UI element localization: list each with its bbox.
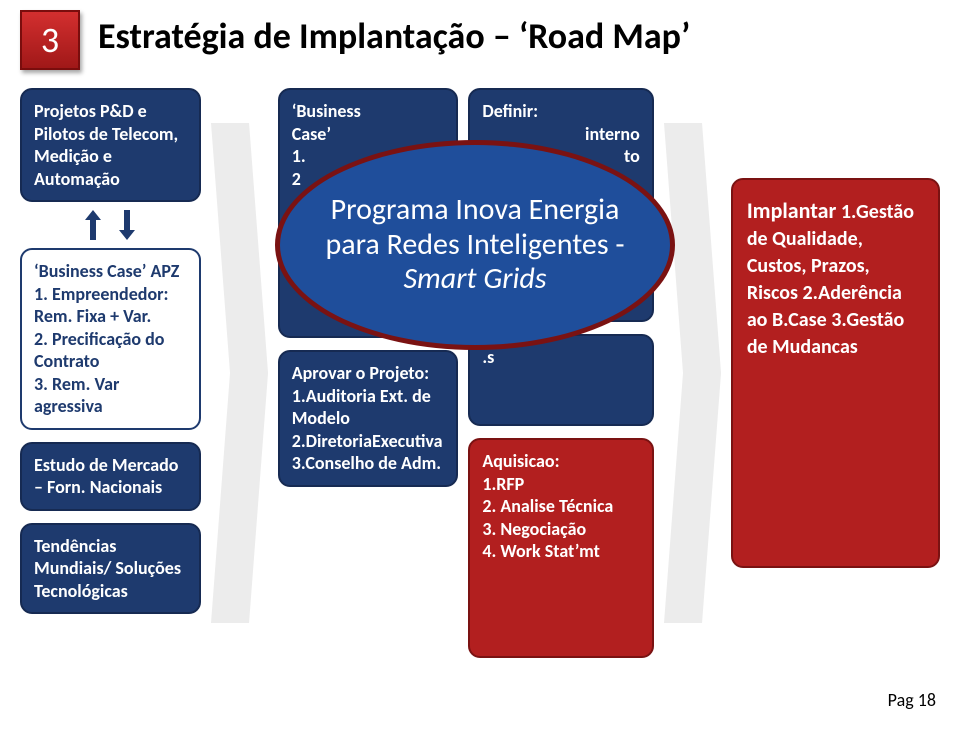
bc-line1: ‘Business: [292, 100, 445, 123]
impl-lead: Implantar: [747, 197, 837, 224]
slide-title: Estratégia de Implantação – ‘Road Map’: [98, 14, 690, 58]
aprovar-l1: Aprovar o Projeto:: [292, 362, 445, 385]
ellipse-line1: Programa Inova Energia para Redes Inteli…: [325, 191, 624, 263]
slide-number-badge: 3: [20, 10, 80, 70]
card-projetos: Projetos P&D e Pilotos de Telecom, Mediç…: [20, 88, 201, 202]
card-implantar: Implantar 1.Gestão de Qualidade, Custos,…: [731, 178, 940, 568]
card-business-case-apz: ‘Business Case’ APZ 1. Empreendedor: Rem…: [20, 248, 201, 430]
bc-apz-line3: Rem. Fixa + Var.: [34, 305, 187, 328]
aq-l4: 3. Negociação: [482, 518, 639, 541]
card-aquisicao: Aquisicao: 1.RFP 2. Analise Técnica 3. N…: [468, 438, 653, 658]
aq-l1: Aquisicao:: [482, 450, 639, 473]
slide-header: 3 Estratégia de Implantação – ‘Road Map’: [20, 10, 940, 70]
aq-l2: 1.RFP: [482, 473, 639, 496]
bc-apz-line1: ‘Business Case’ APZ: [34, 260, 187, 283]
chevron-1: [211, 88, 268, 658]
vertical-arrows-icon: [20, 210, 201, 240]
ellipse-line2: Smart Grids: [403, 260, 546, 297]
column-implantar: Implantar 1.Gestão de Qualidade, Custos,…: [731, 88, 940, 658]
bc-apz-line2: 1. Empreendedor:: [34, 283, 187, 306]
bc-apz-line5: 3. Rem. Var agressiva: [34, 373, 187, 418]
card-tendencias-text: Tendências Mundiais/ Soluções Tecnológic…: [34, 535, 181, 602]
aprovar-l3: 2.DiretoriaExecutiva: [292, 430, 445, 453]
column-inputs: Projetos P&D e Pilotos de Telecom, Mediç…: [20, 88, 201, 658]
aprovar-l4: 3.Conselho de Adm.: [292, 452, 445, 475]
card-aprovar-projeto: Aprovar o Projeto: 1.Auditoria Ext. de M…: [278, 350, 459, 487]
card-tendencias: Tendências Mundiais/ Soluções Tecnológic…: [20, 523, 201, 615]
bc-apz-line4: 2. Precificação do Contrato: [34, 328, 187, 373]
definir-l1: Definir:: [482, 100, 639, 123]
programa-ellipse: Programa Inova Energia para Redes Inteli…: [275, 140, 675, 350]
card-estudo-mercado: Estudo de Mercado – Forn. Nacionais: [20, 442, 201, 511]
aprovar-l2: 1.Auditoria Ext. de Modelo: [292, 385, 445, 430]
aq-l5: 4. Work Stat’mt: [482, 540, 639, 563]
aq-l3: 2. Analise Técnica: [482, 495, 639, 518]
page-number: Pag 18: [888, 689, 936, 711]
